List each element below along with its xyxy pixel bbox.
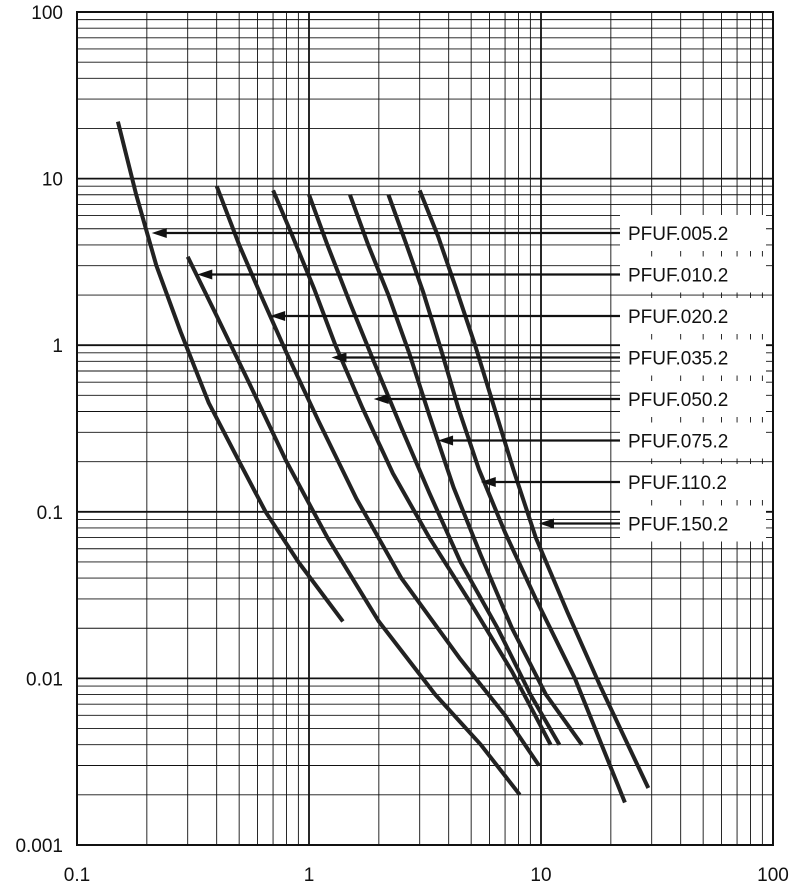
arrowhead-pfuf-075-2	[438, 435, 454, 446]
arrowhead-pfuf-010-2	[197, 269, 213, 280]
label-box-pfuf-010-2	[620, 256, 766, 293]
arrowhead-pfuf-110-2	[480, 477, 496, 487]
label-text-pfuf-150-2: PFUF.150.2	[628, 515, 728, 536]
arrowhead-pfuf-150-2	[538, 518, 554, 529]
x-tick-label: 0.1	[64, 865, 90, 886]
arrowhead-pfuf-020-2	[270, 311, 286, 321]
label-box-pfuf-050-2	[620, 381, 766, 417]
y-tick-label: 1	[52, 336, 63, 357]
series-line-pfuf-075-2	[348, 194, 584, 746]
label-text-pfuf-035-2: PFUF.035.2	[628, 349, 728, 370]
series-line-pfuf-050-2	[307, 194, 562, 746]
plot-frame	[76, 11, 774, 846]
x-tick-label: 1	[304, 865, 315, 886]
x-tick-label: 10	[530, 865, 551, 886]
arrowhead-pfuf-050-2	[373, 394, 389, 404]
label-box-pfuf-150-2	[620, 505, 766, 542]
label-box-pfuf-075-2	[620, 422, 766, 459]
series-line-pfuf-110-2	[386, 194, 627, 804]
arrowhead-pfuf-035-2	[331, 352, 347, 363]
label-text-pfuf-050-2: PFUF.050.2	[628, 390, 728, 411]
label-box-pfuf-005-2	[620, 215, 766, 251]
label-box-pfuf-035-2	[620, 339, 766, 376]
label-box-pfuf-110-2	[620, 464, 766, 500]
label-text-pfuf-010-2: PFUF.010.2	[628, 266, 728, 287]
label-text-pfuf-075-2: PFUF.075.2	[628, 432, 728, 453]
series-line-pfuf-010-2	[185, 255, 522, 797]
series-line-pfuf-005-2	[115, 121, 345, 623]
arrowhead-pfuf-005-2	[151, 228, 167, 238]
y-tick-label: 0.001	[15, 836, 63, 857]
series-labels: PFUF.005.2 PFUF.010.2 PFUF.020.2 PFUF.035.2…	[151, 215, 766, 542]
tick-labels: 0.1 1 10 100 0.001 0.01 0.1 1 10 100	[15, 3, 788, 886]
y-tick-label: 100	[31, 3, 63, 24]
series-layer	[115, 121, 651, 804]
x-tick-label: 100	[757, 865, 789, 886]
label-box-pfuf-020-2	[620, 298, 766, 334]
label-text-pfuf-110-2: PFUF.110.2	[628, 473, 727, 494]
label-text-pfuf-005-2: PFUF.005.2	[628, 224, 728, 245]
series-line-pfuf-150-2	[417, 189, 651, 789]
label-text-pfuf-020-2: PFUF.020.2	[628, 307, 728, 328]
y-tick-label: 0.1	[37, 503, 63, 524]
y-tick-label: 10	[42, 170, 63, 191]
series-line-pfuf-020-2	[214, 185, 541, 767]
y-tick-label: 0.01	[26, 669, 63, 690]
series-line-pfuf-035-2	[271, 189, 553, 746]
